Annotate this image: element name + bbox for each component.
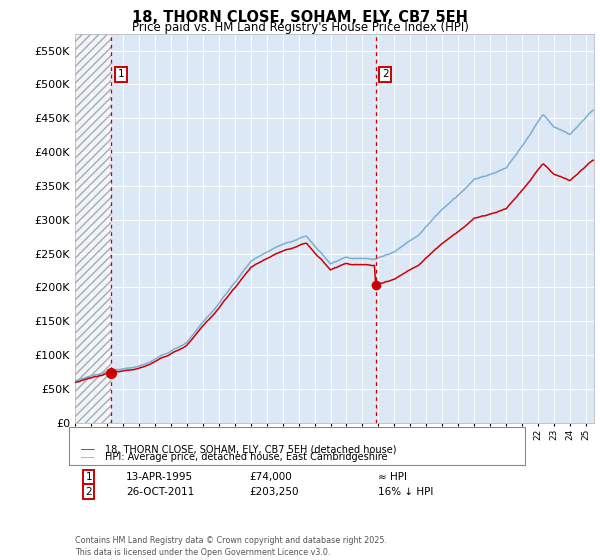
Text: 16% ↓ HPI: 16% ↓ HPI	[378, 487, 433, 497]
Text: 1: 1	[85, 472, 92, 482]
Text: HPI: Average price, detached house, East Cambridgeshire: HPI: Average price, detached house, East…	[105, 452, 388, 462]
Text: £74,000: £74,000	[249, 472, 292, 482]
Text: ——: ——	[81, 444, 95, 454]
Text: 26-OCT-2011: 26-OCT-2011	[126, 487, 194, 497]
Text: Contains HM Land Registry data © Crown copyright and database right 2025.
This d: Contains HM Land Registry data © Crown c…	[75, 536, 387, 557]
Text: ≈ HPI: ≈ HPI	[378, 472, 407, 482]
Text: 18, THORN CLOSE, SOHAM, ELY, CB7 5EH (detached house): 18, THORN CLOSE, SOHAM, ELY, CB7 5EH (de…	[105, 444, 397, 454]
Text: 18, THORN CLOSE, SOHAM, ELY, CB7 5EH: 18, THORN CLOSE, SOHAM, ELY, CB7 5EH	[132, 10, 468, 25]
Text: 2: 2	[382, 69, 389, 80]
Text: Price paid vs. HM Land Registry's House Price Index (HPI): Price paid vs. HM Land Registry's House …	[131, 21, 469, 34]
Text: £203,250: £203,250	[249, 487, 299, 497]
Text: 13-APR-1995: 13-APR-1995	[126, 472, 193, 482]
Text: ——: ——	[81, 452, 95, 462]
Text: 1: 1	[118, 69, 124, 80]
Text: 2: 2	[85, 487, 92, 497]
